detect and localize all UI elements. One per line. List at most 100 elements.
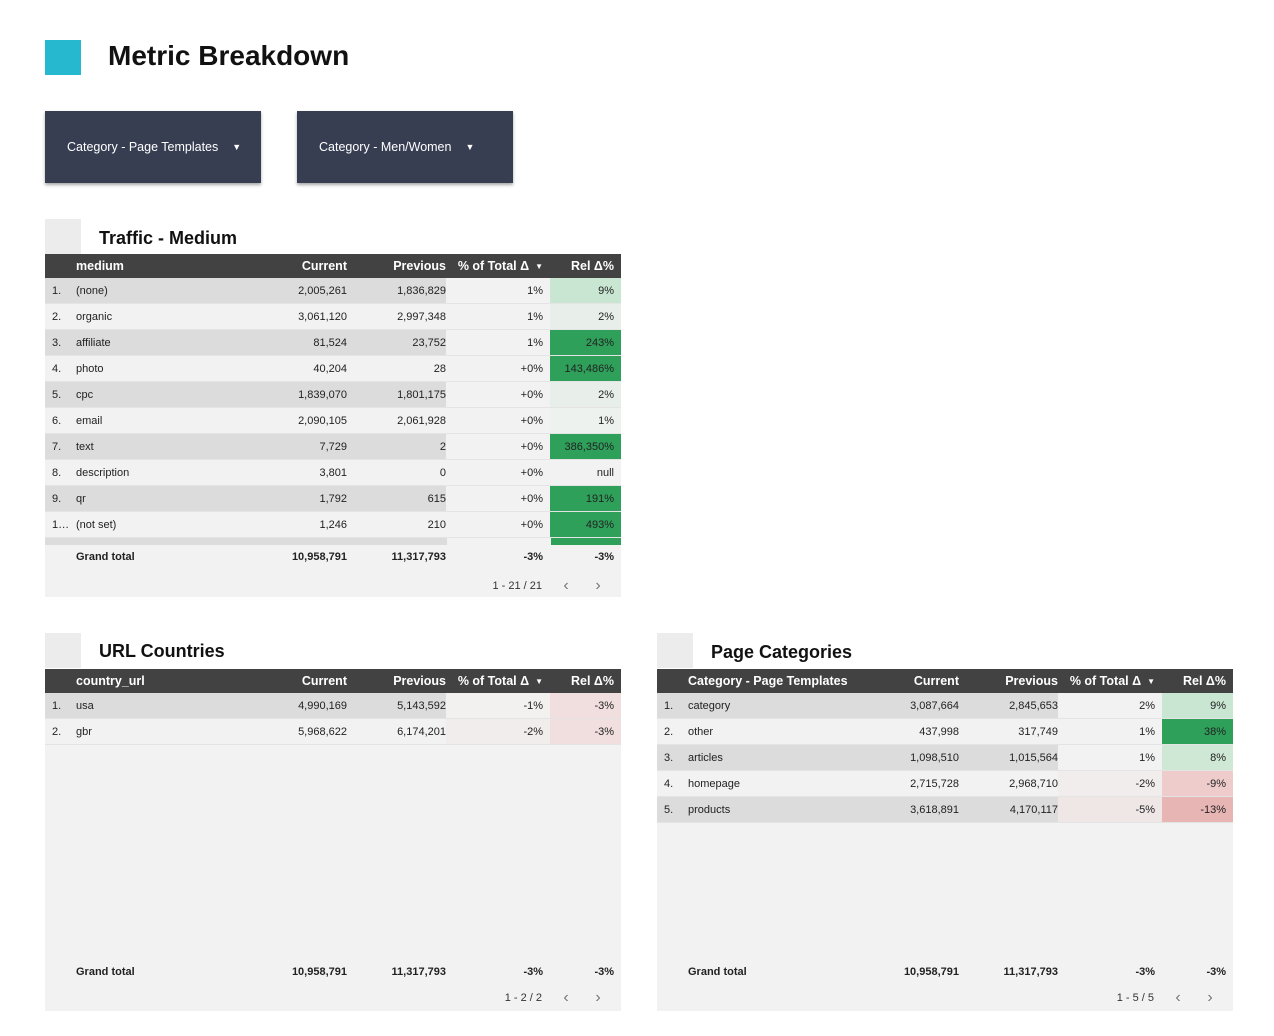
- pagination: 1 - 2 / 2 ‹ ›: [505, 989, 614, 1007]
- row-rel-delta: null: [550, 460, 621, 485]
- row-rel-delta: -9%: [1162, 771, 1233, 796]
- filter-label: Category - Men/Women: [319, 140, 452, 154]
- table-row[interactable]: 6. email 2,090,105 2,061,928 +0% 1%: [45, 408, 621, 434]
- row-current: 1,098,510: [910, 751, 959, 764]
- filter-page-templates[interactable]: Category - Page Templates ▼: [45, 111, 261, 183]
- traffic-table-panel: medium Current Previous % of Total Δ ▼ Rel Δ%…: [45, 254, 621, 597]
- table-row[interactable]: 2. other 437,998 317,749 1% 38%: [657, 719, 1233, 745]
- row-index: 5.: [52, 388, 62, 401]
- header-pct-total-delta[interactable]: % of Total Δ ▼: [446, 259, 550, 273]
- row-previous: 0: [439, 466, 446, 479]
- total-label: Grand total: [76, 966, 135, 978]
- row-current: 3,801: [319, 466, 347, 479]
- table-row[interactable]: 1. category 3,087,664 2,845,653 2% 9%: [657, 693, 1233, 719]
- row-pct-total-delta: +0%: [446, 408, 550, 433]
- prev-page-icon[interactable]: ‹: [563, 989, 569, 1006]
- next-page-icon[interactable]: ›: [1207, 989, 1213, 1006]
- header-dimension[interactable]: medium: [76, 259, 124, 273]
- row-pct-total-delta: 1%: [1058, 719, 1162, 744]
- row-rel-delta: 38%: [1162, 719, 1233, 744]
- row-pct-total-delta: -2%: [446, 719, 550, 744]
- row-dimension: organic: [76, 310, 113, 323]
- prev-page-icon[interactable]: ‹: [563, 577, 569, 594]
- grand-total-row: Grand total 10,958,791 11,317,793 -3% -3%: [657, 960, 1233, 984]
- table-row[interactable]: 1… (not set) 1,246 210 +0% 493%: [45, 512, 621, 538]
- table-row[interactable]: 9. qr 1,792 615 +0% 191%: [45, 486, 621, 512]
- header-dimension[interactable]: Category - Page Templates: [688, 674, 848, 688]
- header-rel-delta[interactable]: Rel Δ%: [1182, 674, 1226, 688]
- table-header: country_url Current Previous % of Total Δ ▼ R…: [45, 669, 621, 693]
- row-dimension: homepage: [688, 777, 740, 790]
- row-current: 4,990,169: [298, 699, 347, 712]
- row-previous: 1,015,564: [1009, 751, 1058, 764]
- table-row[interactable]: 2. organic 3,061,120 2,997,348 1% 2%: [45, 304, 621, 330]
- total-pct-total-delta: -3%: [523, 551, 543, 563]
- row-dimension: email: [76, 414, 103, 427]
- row-rel-delta: 2%: [550, 382, 621, 407]
- row-pct-total-delta: +0%: [446, 356, 550, 381]
- header-pct-label: % of Total Δ: [457, 259, 530, 273]
- row-dimension: cpc: [76, 388, 94, 401]
- header-previous[interactable]: Previous: [393, 674, 446, 688]
- header-current[interactable]: Current: [913, 674, 959, 688]
- row-dimension: description: [76, 466, 130, 479]
- table-row[interactable]: 5. cpc 1,839,070 1,801,175 +0% 2%: [45, 382, 621, 408]
- table-row[interactable]: 8. description 3,801 0 +0% null: [45, 460, 621, 486]
- categories-table: Category - Page Templates Current Previous…: [657, 669, 1233, 823]
- row-rel-delta: 243%: [550, 330, 621, 355]
- prev-page-icon[interactable]: ‹: [1175, 989, 1181, 1006]
- row-index: 5.: [664, 803, 674, 816]
- header-current[interactable]: Current: [301, 674, 347, 688]
- header-dimension[interactable]: country_url: [76, 674, 145, 688]
- table-row[interactable]: 4. homepage 2,715,728 2,968,710 -2% -9%: [657, 771, 1233, 797]
- table-row[interactable]: 1. (none) 2,005,261 1,836,829 1% 9%: [45, 278, 621, 304]
- row-rel-delta: -13%: [1162, 797, 1233, 822]
- sort-desc-icon: ▼: [535, 261, 543, 271]
- table-header: Category - Page Templates Current Previous…: [657, 669, 1233, 693]
- pagination: 1 - 5 / 5 ‹ ›: [1117, 989, 1226, 1007]
- table-row[interactable]: 3. affiliate 81,524 23,752 1% 243%: [45, 330, 621, 356]
- categories-title: Page Categories: [711, 642, 853, 662]
- row-previous: 5,143,592: [397, 699, 446, 712]
- grand-total-row: Grand total 10,958,791 11,317,793 -3% -3%: [45, 960, 621, 984]
- row-current: 1,839,070: [298, 388, 347, 401]
- table-row[interactable]: 2. gbr 5,968,622 6,174,201 -2% -3%: [45, 719, 621, 745]
- header-rel-delta[interactable]: Rel Δ%: [570, 674, 614, 688]
- row-previous: 2: [439, 440, 446, 453]
- row-rel-delta: 9%: [550, 278, 621, 303]
- header-previous[interactable]: Previous: [393, 259, 446, 273]
- row-index: 6.: [52, 414, 62, 427]
- next-page-icon[interactable]: ›: [595, 989, 601, 1006]
- pagination-label: 1 - 2 / 2: [504, 992, 542, 1004]
- header-pct-label: % of Total Δ: [457, 674, 530, 688]
- row-index: 3.: [52, 336, 62, 349]
- next-page-icon[interactable]: ›: [595, 577, 601, 594]
- table-row[interactable]: 3. articles 1,098,510 1,015,564 1% 8%: [657, 745, 1233, 771]
- row-pct-total-delta: 1%: [1058, 745, 1162, 770]
- row-index: 9.: [52, 492, 62, 505]
- row-previous: 317,749: [1018, 725, 1058, 738]
- row-previous: 210: [427, 518, 446, 531]
- header-pct-total-delta[interactable]: % of Total Δ ▼: [446, 674, 550, 688]
- filter-men-women[interactable]: Category - Men/Women ▼: [297, 111, 513, 183]
- table-row[interactable]: 7. text 7,729 2 +0% 386,350%: [45, 434, 621, 460]
- row-dimension: category: [688, 699, 731, 712]
- total-label: Grand total: [76, 551, 135, 563]
- total-pct-total-delta: -3%: [1135, 966, 1155, 978]
- pagination-label: 1 - 5 / 5: [1116, 992, 1154, 1004]
- table-row[interactable]: 5. products 3,618,891 4,170,117 -5% -13%: [657, 797, 1233, 823]
- header-current[interactable]: Current: [301, 259, 347, 273]
- total-current: 10,958,791: [291, 966, 347, 978]
- row-rel-delta: 386,350%: [550, 434, 621, 459]
- row-index: 1.: [52, 699, 62, 712]
- row-current: 7,729: [319, 440, 347, 453]
- header-rel-delta[interactable]: Rel Δ%: [570, 259, 614, 273]
- table-row[interactable]: 1. usa 4,990,169 5,143,592 -1% -3%: [45, 693, 621, 719]
- dropdown-caret-icon: ▼: [232, 142, 242, 152]
- row-current: 5,968,622: [298, 725, 347, 738]
- table-row[interactable]: 4. photo 40,204 28 +0% 143,486%: [45, 356, 621, 382]
- header-previous[interactable]: Previous: [1005, 674, 1058, 688]
- row-previous: 615: [427, 492, 446, 505]
- header-pct-total-delta[interactable]: % of Total Δ ▼: [1058, 674, 1162, 688]
- row-index: 2.: [52, 725, 62, 738]
